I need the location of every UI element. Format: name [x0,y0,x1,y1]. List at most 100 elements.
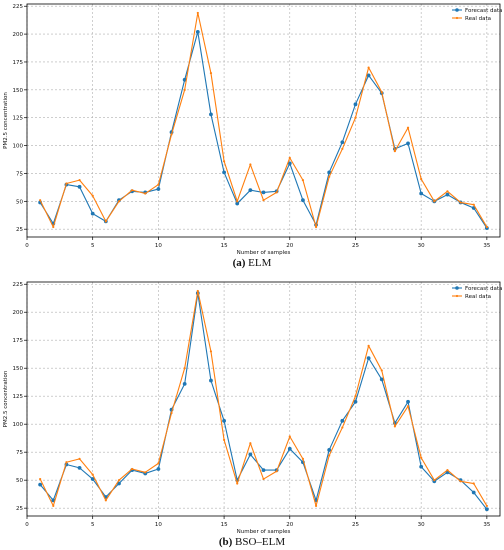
real-data-point [485,225,488,229]
real-data-point [288,156,291,159]
caption-text: ELM [245,257,272,269]
real-data-point [485,504,488,508]
y-tick-label: 225 [13,4,24,10]
real-data-point [288,435,291,438]
real-data-point [249,442,252,445]
real-data-point [433,479,436,482]
real-data-point [314,225,318,229]
forecast-data-point [340,140,345,145]
real-data-point [314,504,318,508]
real-data-point [209,72,213,75]
forecast-data-line [39,292,488,510]
forecast-data-point [248,188,253,193]
real-data-point [380,369,383,372]
real-data-point [236,200,239,203]
legend-forecast-data-label: Forecast data [465,8,502,14]
forecast-data-point [287,161,292,166]
y-axis-label: PM2.5 concentration [3,370,9,427]
x-tick-label: 15 [221,243,228,249]
real-data-point [446,190,449,193]
forecast-data-point [471,490,476,495]
real-data-point [262,477,265,481]
y-tick-label: 150 [13,88,24,94]
x-tick-label: 25 [352,243,359,249]
real-data-point [196,11,199,15]
real-data-point [328,454,331,457]
legend-forecast-data-marker [455,286,459,290]
real-data-point [91,194,94,197]
y-tick-label: 200 [13,32,24,38]
y-tick-label: 50 [16,199,23,205]
real-data-point [65,461,68,464]
forecast-data-point [353,399,358,404]
real-data-point [354,395,357,398]
real-data-point [196,289,199,293]
forecast-data-point [77,184,82,189]
caption-text: BSO–ELM [232,536,286,548]
caption-elm: (a) ELM [0,257,504,269]
forecast-data-point [353,102,358,107]
real-data-point [406,126,410,129]
chart-elm: 0 5 10 15 20 25 30 35 25 50 75 100 125 150 175 200 225 Nu… [3,3,502,256]
forecast-data-point [327,448,332,452]
real-data-point [117,479,121,482]
real-data-point [104,220,107,223]
real-data-point [393,425,396,428]
forecast-data-point [195,29,200,34]
real-data-point [144,192,147,195]
y-tick-label: 100 [13,144,24,150]
real-data-point [275,470,278,473]
real-data-point [236,482,239,485]
y-tick-label: 75 [16,171,23,177]
forecast-data-point [445,192,450,197]
forecast-data-point [90,477,95,481]
real-data-point [170,411,173,415]
real-data-point [131,467,134,471]
forecast-data-point [182,77,187,82]
real-data-point [78,179,81,182]
real-data-point [104,499,107,502]
forecast-data-point [209,378,213,383]
y-tick-label: 25 [16,506,23,512]
y-tick-label: 50 [16,478,23,484]
real-data-point [459,201,462,204]
real-data-point [393,150,396,153]
real-data-point [209,350,213,353]
forecast-data-point [248,452,253,457]
forecast-data-point [419,191,424,196]
real-data-point [157,462,160,465]
x-tick-label: 0 [25,243,29,249]
real-data-point [262,199,265,202]
forecast-data-point [366,73,371,78]
real-data-point [472,482,475,485]
y-tick-label: 125 [13,116,24,122]
forecast-data-point [222,170,226,175]
y-tick-label: 75 [16,450,23,456]
real-data-point [117,200,121,203]
plot-frame [26,3,501,238]
caption-bso-elm: (b) BSO–ELM [0,536,504,548]
forecast-data-point [406,399,410,404]
real-data-point [406,405,410,408]
real-data-point [131,189,134,192]
real-data-point [222,160,226,163]
forecast-data-point [419,464,424,469]
forecast-data-point [235,201,240,206]
real-data-point [420,177,423,181]
y-axis-label: PM2.5 concentration [3,92,9,149]
legend-real-data-label: Real data [465,16,491,22]
real-data-point [39,199,42,202]
real-data-point [78,457,81,460]
forecast-data-point [484,507,489,512]
forecast-data-point [366,356,371,361]
forecast-data-point [301,198,305,203]
y-tick-label: 175 [13,338,24,344]
forecast-data-point [90,211,95,216]
real-data-point [301,457,305,460]
x-tick-label: 5 [91,243,95,249]
y-tick-label: 150 [13,366,24,372]
forecast-data-point [222,418,226,423]
caption-tag: (b) [218,536,233,548]
forecast-data-point [38,482,43,487]
